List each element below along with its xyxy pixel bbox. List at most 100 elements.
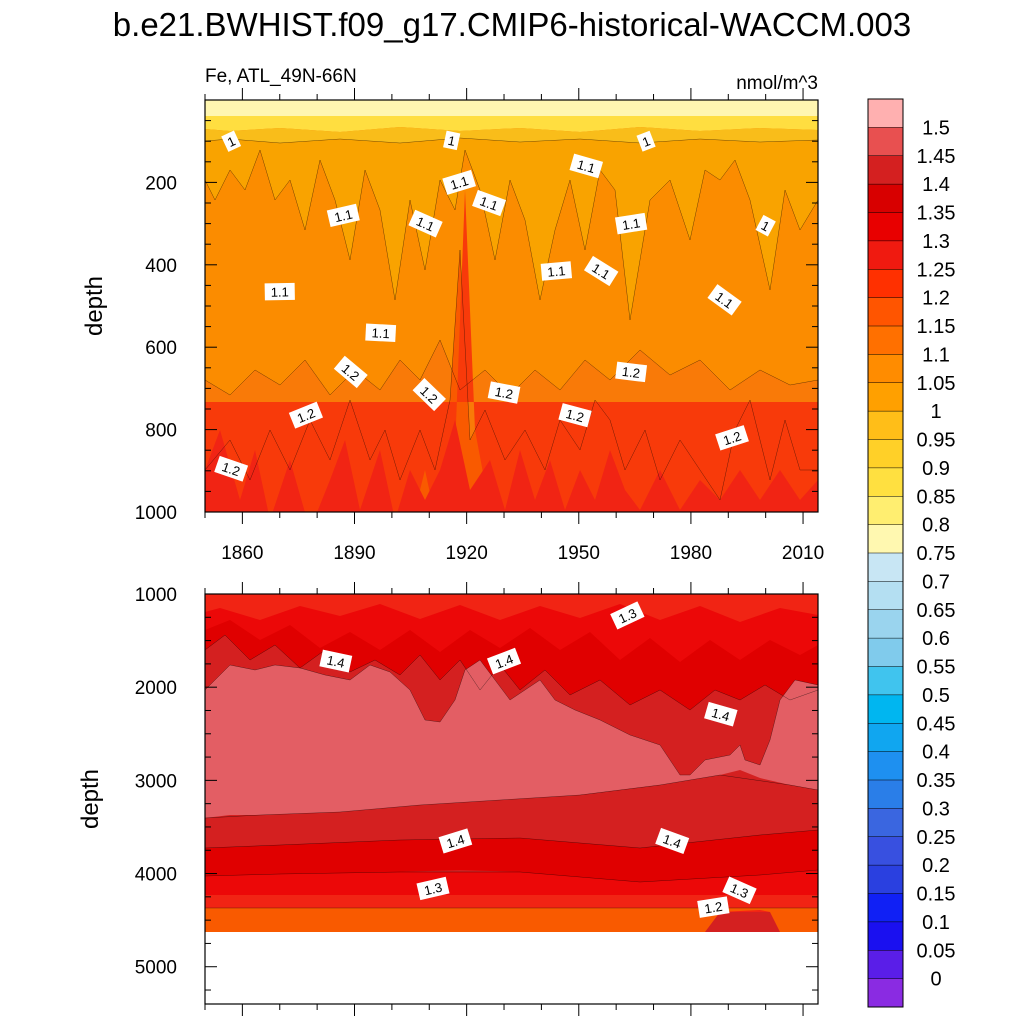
top-contour-label: 1 — [636, 130, 656, 152]
colorbar-swatch — [868, 411, 903, 440]
bottom-contour-label: 1.3 — [416, 876, 450, 901]
colorbar-swatch — [868, 269, 903, 299]
top-contour-label: 1 — [755, 214, 776, 237]
colorbar-level-label: 1.3 — [922, 231, 950, 253]
colorbar-swatch — [868, 354, 903, 384]
top-band-surface-0p95 — [205, 127, 818, 143]
top-contour-label-text: 1.1 — [414, 214, 437, 235]
top-y-tick-label: 600 — [145, 338, 177, 359]
colorbar-level-label: 1 — [930, 401, 941, 423]
top-contour-label: 1.2 — [288, 401, 324, 429]
bottom-contour-label: 1.4 — [438, 828, 473, 854]
bottom-contour-label-text: 1.3 — [616, 605, 639, 626]
bottom-band-1p35-deep — [205, 830, 818, 882]
colorbar-level-label: 0.3 — [922, 798, 950, 820]
colorbar-level-label: 1.2 — [922, 288, 950, 310]
colorbar-level-label: 1.4 — [922, 174, 950, 196]
colorbar-swatch — [868, 127, 903, 157]
top-contour-label: 1.1 — [614, 212, 648, 235]
colorbar-level-label: 0.05 — [917, 940, 956, 962]
colorbar-swatch — [868, 240, 903, 270]
bottom-contour-label: 1.3 — [722, 876, 757, 905]
colorbar-swatch — [868, 638, 903, 667]
bottom-y-tick-label: 1000 — [135, 585, 177, 606]
colorbar-level-label: 1.5 — [922, 117, 950, 139]
bottom-band-1p30-top — [205, 594, 818, 622]
colorbar-level-label: 0.55 — [917, 657, 956, 679]
colorbar-swatch — [868, 950, 903, 980]
colorbar-swatch — [868, 694, 903, 724]
top-contour-label: 1.1 — [442, 169, 477, 195]
top-contour-label-text: 1.2 — [220, 459, 242, 479]
colorbar-level-label: 1.1 — [922, 344, 950, 366]
bottom-band-1p45 — [205, 660, 818, 818]
colorbar-swatch — [868, 723, 903, 753]
top-band-1p00 — [205, 138, 818, 320]
top-contour-label-text: 1.1 — [271, 284, 289, 299]
colorbar-level-label: 0.1 — [922, 912, 950, 934]
bottom-x-axis — [204, 582, 804, 1016]
top-contour-label: 1.1 — [540, 261, 573, 281]
top-x-tick-label: 2010 — [782, 543, 824, 564]
bottom-contour-label: 1.4 — [486, 647, 522, 675]
top-contour-label-text: 1.1 — [448, 173, 470, 193]
top-y-tick-label: 400 — [145, 256, 177, 277]
colorbar-level-label: 0.7 — [922, 571, 950, 593]
colorbar-swatch — [868, 155, 903, 185]
top-contour-label-text: 1 — [446, 133, 456, 149]
top-contour-label-text: 1.2 — [564, 406, 585, 425]
bottom-contour-label: 1.4 — [655, 827, 690, 855]
colorbar-swatch — [868, 524, 903, 554]
colorbar-swatch — [868, 297, 903, 327]
top-y-tick-label: 800 — [145, 421, 177, 442]
colorbar-swatch — [868, 780, 903, 809]
top-band-1p20 — [205, 190, 818, 512]
colorbar-level-label: 0.4 — [922, 742, 950, 764]
bottom-contour-label-text: 1.3 — [423, 880, 444, 899]
top-contour-label-text: 1.1 — [371, 325, 390, 341]
bottom-y-tick-label: 5000 — [135, 958, 177, 979]
top-contour-label: 1.1 — [408, 209, 443, 238]
colorbar-level-label: 1.15 — [917, 316, 956, 338]
colorbar-level-label: 1.05 — [917, 373, 956, 395]
colorbar-swatch — [868, 467, 903, 497]
top-contour-label: 1.2 — [715, 425, 749, 451]
top-panel-units-label: nmol/m^3 — [736, 73, 818, 94]
top-contour-label-text: 1.2 — [721, 428, 743, 448]
colorbar-swatch — [868, 893, 903, 923]
top-x-axis: 1860 1890 1920 1950 1980 2010 — [204, 88, 824, 564]
bottom-band-1p20-deep — [205, 908, 818, 932]
top-contour-lines — [205, 137, 818, 501]
colorbar-level-label: 0 — [930, 969, 941, 991]
colorbar-swatch — [868, 921, 903, 951]
bottom-contour-fill — [205, 594, 818, 1004]
colorbar-swatch — [868, 184, 903, 213]
bottom-contour-label-text: 1.3 — [728, 880, 751, 901]
bottom-contour-label: 1.2 — [697, 896, 730, 918]
bottom-contour-lines — [205, 634, 818, 909]
top-x-tick-label: 1890 — [333, 543, 375, 564]
colorbar-swatch — [868, 751, 903, 781]
colorbar-level-label: 0.35 — [917, 770, 956, 792]
top-contour-label-text: 1.1 — [621, 215, 641, 233]
colorbar-swatch — [868, 326, 903, 355]
bottom-contour-label-text: 1.4 — [710, 705, 732, 724]
top-contour-label-text: 1.2 — [295, 405, 317, 426]
top-contour-label: 1.1 — [264, 282, 295, 301]
top-y-axis-label: depth — [81, 276, 108, 336]
colorbar-swatch — [868, 666, 903, 696]
top-contour-label: 1.2 — [615, 361, 648, 383]
colorbar-level-label: 0.85 — [917, 486, 956, 508]
colorbar-swatch — [868, 581, 903, 611]
top-contour-labels: 1 1 11.11.11.11.1 1.1 1.1 11.1 1.11.1 1.11.11.2… — [214, 130, 776, 482]
top-y-tick-label: 200 — [145, 173, 177, 194]
colorbar-swatch — [868, 865, 903, 894]
colorbar-level-label: 1.45 — [917, 146, 956, 168]
top-x-tick-label: 1920 — [446, 543, 488, 564]
bottom-contour-label-text: 1.4 — [661, 831, 683, 851]
bottom-contour-label-text: 1.2 — [703, 899, 723, 917]
colorbar-level-label: 0.5 — [922, 685, 950, 707]
colorbar-level-label: 0.65 — [917, 600, 956, 622]
